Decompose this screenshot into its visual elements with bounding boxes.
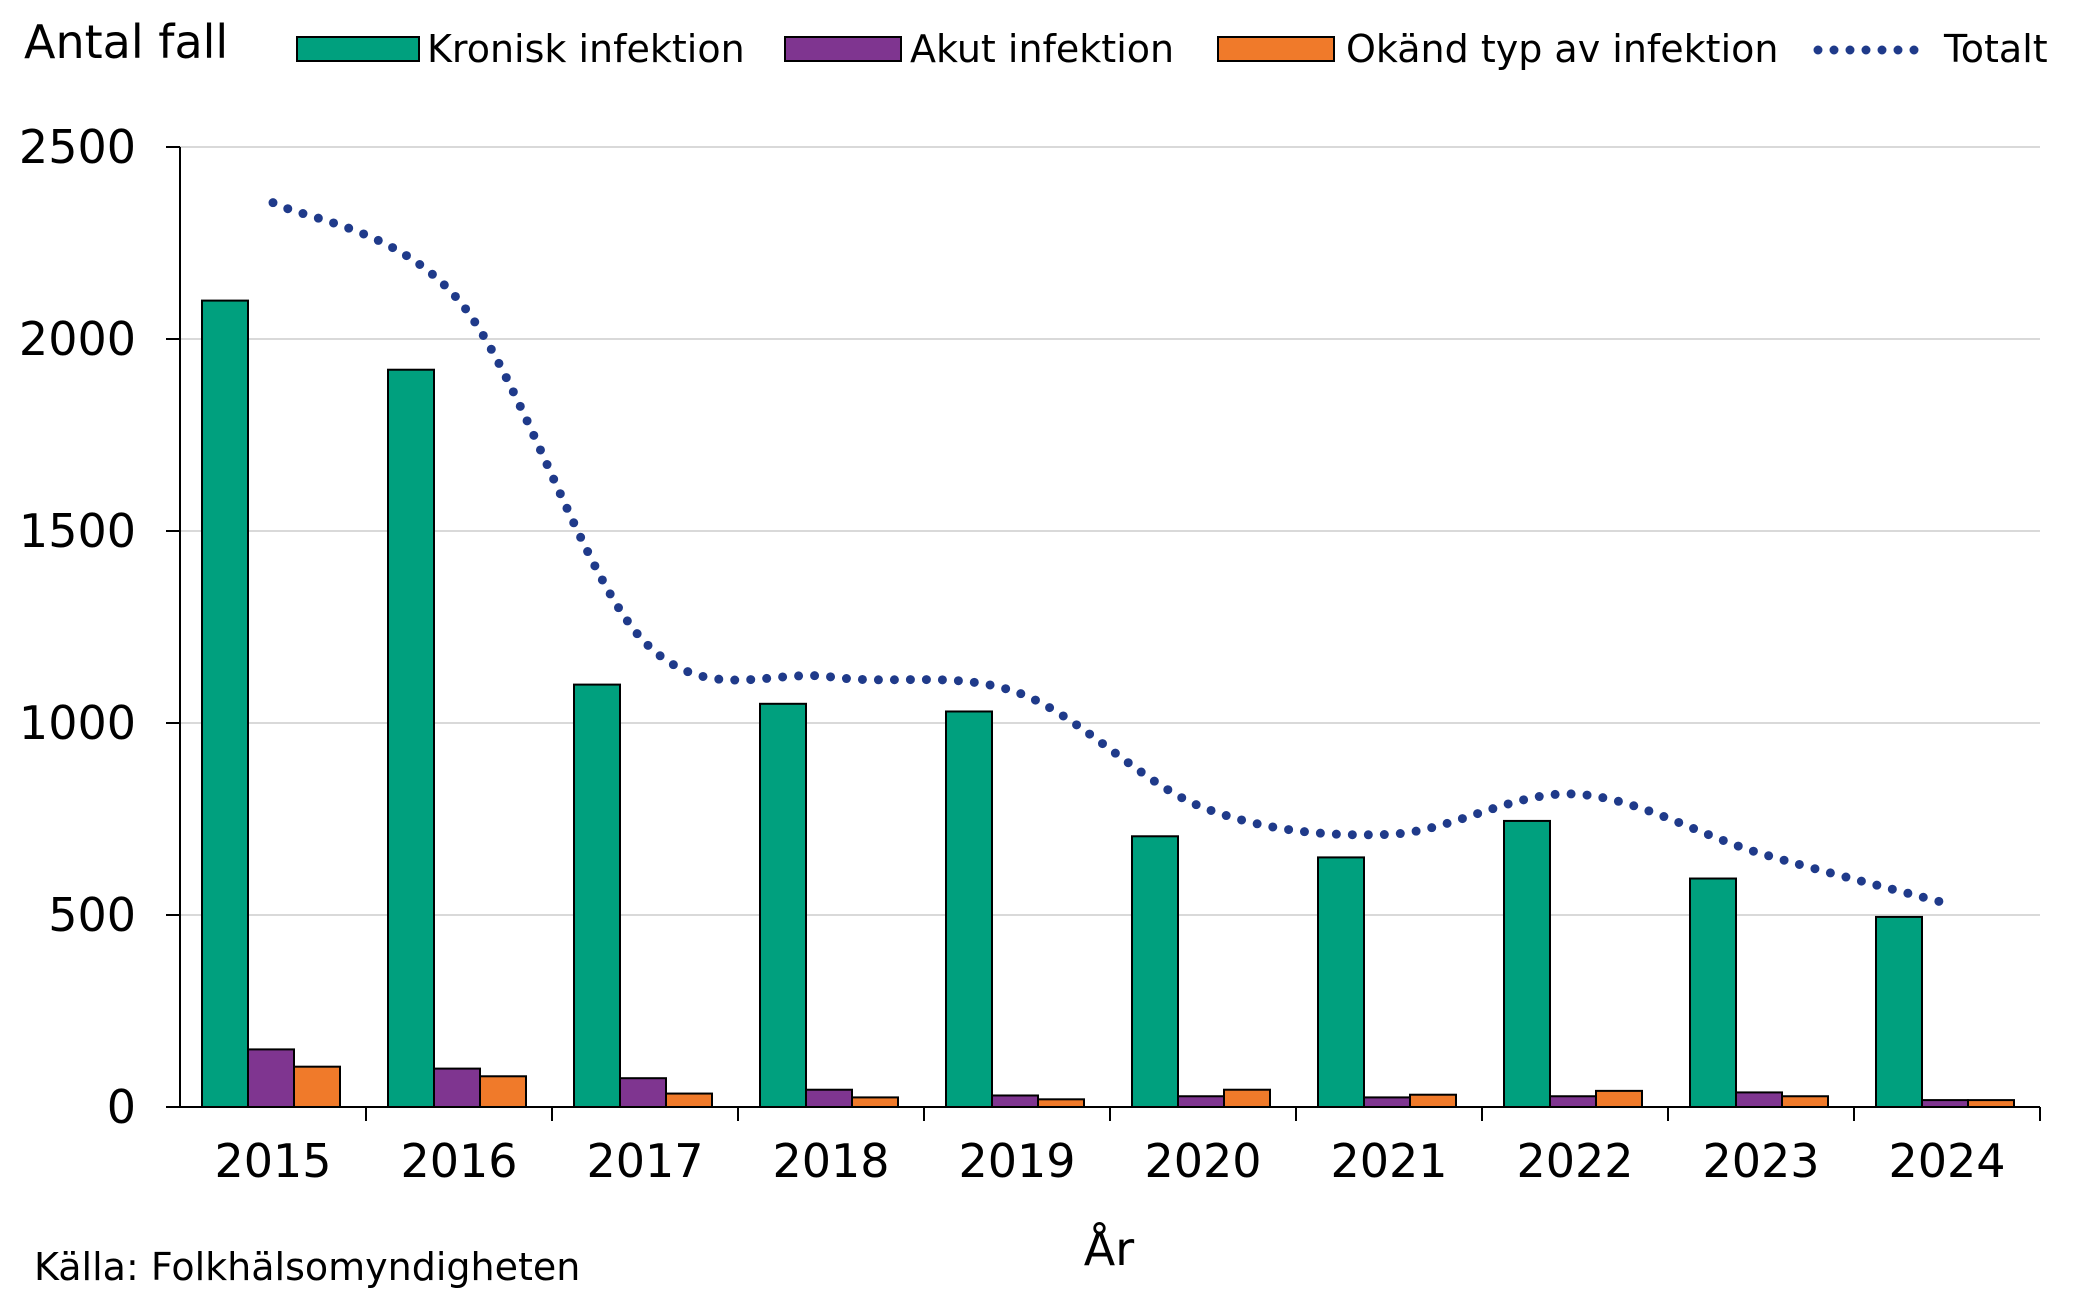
legend-label-okand: Okänd typ av infektion — [1346, 27, 1778, 71]
bar-1-2016 — [433, 1067, 481, 1108]
legend-item-okand: Okänd typ av infektion — [1217, 27, 1778, 71]
x-tick-label: 2021 — [1330, 1134, 1447, 1188]
bar-0-2015 — [201, 299, 249, 1109]
total-point-2016 — [458, 300, 460, 302]
bar-0-2020 — [1131, 835, 1179, 1109]
legend-item-kronisk: Kronisk infektion — [296, 27, 745, 71]
legend: Kronisk infektion Akut infektion Okänd t… — [296, 27, 2048, 71]
x-axis-title: År — [1084, 1222, 1134, 1276]
bar-2-2018 — [851, 1096, 899, 1109]
bar-0-2024 — [1875, 915, 1923, 1108]
bar-0-2023 — [1689, 877, 1737, 1109]
legend-label-kronisk: Kronisk infektion — [427, 27, 745, 71]
legend-label-totalt: Totalt — [1943, 27, 2048, 71]
bar-2-2017 — [665, 1092, 713, 1109]
bar-0-2016 — [387, 368, 435, 1109]
bar-2-2023 — [1781, 1095, 1829, 1109]
total-line — [268, 198, 1952, 908]
total-series-line — [268, 198, 1952, 908]
bar-2-2024 — [1967, 1099, 2015, 1109]
bar-0-2018 — [759, 702, 807, 1108]
legend-swatch-akut — [784, 36, 902, 62]
y-axis-title: Antal fall — [24, 15, 228, 69]
total-point-2023 — [1760, 853, 1762, 855]
x-tick-label: 2020 — [1144, 1134, 1261, 1188]
y-tick-label: 0 — [107, 1080, 136, 1134]
bar-1-2020 — [1177, 1095, 1225, 1109]
total-point-2024 — [1946, 902, 1948, 904]
bar-1-2019 — [991, 1094, 1039, 1108]
y-tick-label: 2500 — [19, 120, 136, 174]
bar-1-2017 — [619, 1077, 667, 1108]
bar-0-2021 — [1317, 856, 1365, 1109]
x-tick-label: 2016 — [400, 1134, 517, 1188]
axes: 0 500 1000 1500 2000 2500 2015 2016 2017 2018 2019… — [19, 120, 2041, 1188]
bar-1-2021 — [1363, 1096, 1411, 1109]
x-tick-label: 2015 — [214, 1134, 331, 1188]
bar-1-2023 — [1735, 1091, 1783, 1108]
legend-item-akut: Akut infektion — [784, 27, 1174, 71]
y-tick-label: 1500 — [19, 504, 136, 558]
bar-2-2021 — [1409, 1093, 1457, 1109]
legend-item-totalt: Totalt — [1813, 27, 2048, 71]
bar-0-2017 — [573, 683, 621, 1108]
bar-2-2022 — [1595, 1089, 1643, 1108]
bar-2-2015 — [293, 1065, 341, 1109]
x-tick-label: 2018 — [772, 1134, 889, 1188]
x-tick-label: 2023 — [1702, 1134, 1819, 1188]
bar-0-2019 — [945, 710, 993, 1108]
total-point-2020 — [1202, 806, 1204, 808]
legend-label-akut: Akut infektion — [910, 27, 1174, 71]
y-tick-label: 1000 — [19, 696, 136, 750]
bar-1-2022 — [1549, 1095, 1597, 1109]
bar-1-2024 — [1921, 1099, 1969, 1109]
x-tick-label: 2024 — [1888, 1134, 2005, 1188]
bar-2-2020 — [1223, 1088, 1271, 1108]
plot-area: 0 500 1000 1500 2000 2500 2015 2016 2017 2018 2019… — [19, 120, 2041, 1188]
bar-1-2015 — [247, 1048, 295, 1109]
bar-1-2018 — [805, 1088, 853, 1108]
legend-swatch-okand — [1217, 36, 1335, 62]
bar-2-2016 — [479, 1075, 527, 1109]
x-tick-label: 2022 — [1516, 1134, 1633, 1188]
bar-marks — [201, 299, 2015, 1109]
x-tick-label: 2019 — [958, 1134, 1075, 1188]
y-tick-label: 2000 — [19, 312, 136, 366]
x-tick-label: 2017 — [586, 1134, 703, 1188]
y-tick-label: 500 — [48, 888, 136, 942]
source-note: Källa: Folkhälsomyndigheten — [34, 1245, 580, 1289]
bar-0-2022 — [1503, 819, 1551, 1108]
bar-2-2019 — [1037, 1098, 1085, 1108]
legend-swatch-kronisk — [296, 36, 420, 62]
gridlines — [180, 146, 2040, 916]
